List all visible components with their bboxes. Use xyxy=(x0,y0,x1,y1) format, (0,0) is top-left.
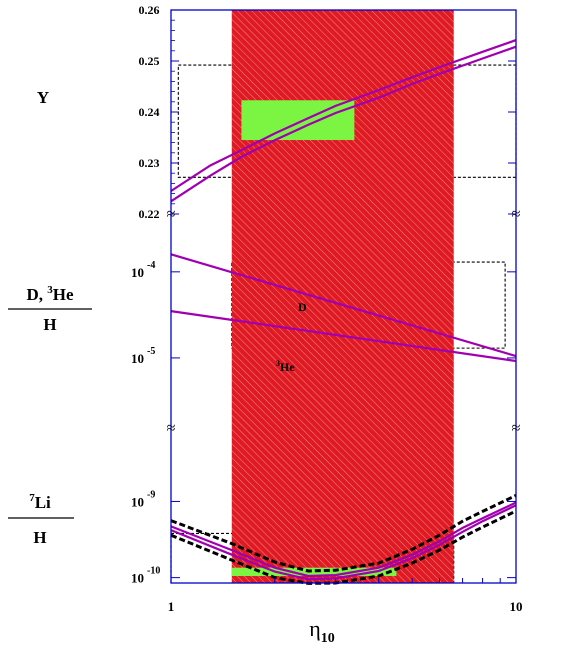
plot-frame xyxy=(170,9,517,584)
helium3-curve-label: 3He xyxy=(276,359,295,374)
x-tick-label-1: 1 xyxy=(168,599,175,614)
lithium7-curve-0 xyxy=(170,501,517,578)
lithium7-ytick-label-1: 10 -9 xyxy=(131,489,155,509)
svg-text:D, 3He: D, 3He xyxy=(26,284,74,304)
deuterium-helium3-curve-1 xyxy=(170,310,517,363)
axis-break-1-0: ≈ xyxy=(167,420,176,437)
svg-text:η10: η10 xyxy=(309,616,335,646)
svg-text:7Li: 7Li xyxy=(29,492,51,512)
deuterium-curve-label: D xyxy=(298,300,307,314)
deuterium-helium3-ytick-label-1: 10 -4 xyxy=(131,260,155,280)
deuterium-helium3-curve-0 xyxy=(170,253,517,358)
lithium-ylabel: 7Li H xyxy=(8,492,74,547)
x-tick-label-10: 10 xyxy=(510,599,523,614)
helium-ytick-label-0.23: 0.23 xyxy=(139,156,160,170)
helium-curve-1 xyxy=(170,39,517,192)
helium-ytick-label-0.26: 0.26 xyxy=(139,3,160,17)
helium-ytick-label-0.22: 0.22 xyxy=(139,207,160,221)
axis-break-1-1: ≈ xyxy=(512,420,521,437)
deuterium-helium3-ytick-label-0: 10 -5 xyxy=(131,346,155,366)
lithium7-ytick-label-0: 10 -10 xyxy=(131,566,160,586)
allowed-eta-band xyxy=(231,10,454,583)
helium-ylabel: Y xyxy=(37,88,49,107)
helium-curve-0 xyxy=(170,45,517,203)
lithium7-dashed-curve-1 xyxy=(170,509,517,585)
helium-ytick-label-0.24: 0.24 xyxy=(139,105,160,119)
svg-text:H: H xyxy=(43,315,56,334)
svg-text:H: H xyxy=(33,528,46,547)
axis-break-0-1: ≈ xyxy=(512,206,521,223)
helium-ytick-label-0.25: 0.25 xyxy=(139,54,160,68)
lithium7-observed-box xyxy=(231,567,397,577)
deuterium-ylabel: D, 3He H xyxy=(8,284,92,334)
x-axis-label: η10 xyxy=(309,616,335,646)
lithium7-curve-1 xyxy=(170,504,517,581)
lithium7-dashed-curve-0 xyxy=(170,494,517,573)
